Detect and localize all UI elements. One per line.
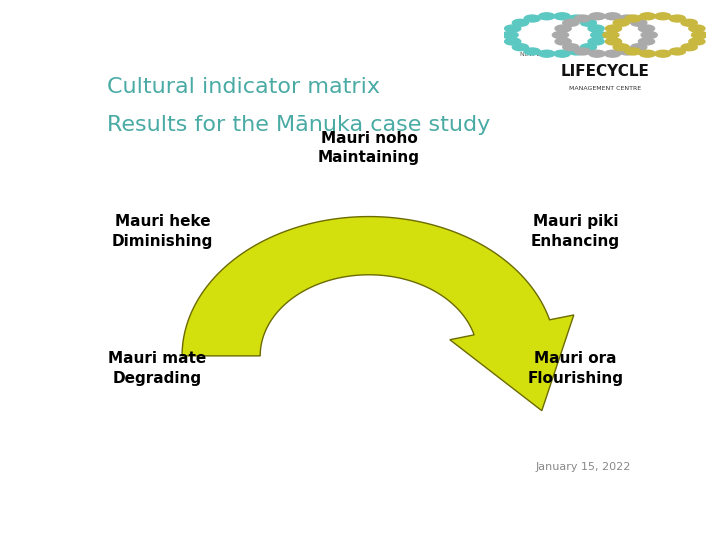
Circle shape xyxy=(606,38,621,45)
Text: January 15, 2022: January 15, 2022 xyxy=(536,462,631,472)
Circle shape xyxy=(569,48,585,55)
Circle shape xyxy=(681,44,697,51)
Circle shape xyxy=(625,48,641,55)
Text: Mauri ora
Flourishing: Mauri ora Flourishing xyxy=(528,351,624,386)
Circle shape xyxy=(654,13,671,20)
Circle shape xyxy=(619,48,635,55)
Circle shape xyxy=(555,38,571,45)
Circle shape xyxy=(681,19,697,26)
Text: MANAGEMENT CENTRE: MANAGEMENT CENTRE xyxy=(569,86,641,91)
Circle shape xyxy=(606,25,621,32)
Circle shape xyxy=(580,19,596,26)
Circle shape xyxy=(603,31,619,38)
Circle shape xyxy=(590,31,607,38)
Circle shape xyxy=(588,25,604,32)
Circle shape xyxy=(631,44,647,51)
Circle shape xyxy=(588,38,604,45)
Text: Mauri heke
Diminishing: Mauri heke Diminishing xyxy=(112,214,213,248)
Circle shape xyxy=(639,13,656,20)
Circle shape xyxy=(539,13,555,20)
Circle shape xyxy=(670,15,685,22)
Polygon shape xyxy=(182,217,574,411)
Text: LIFECYCLE: LIFECYCLE xyxy=(560,64,649,79)
Text: Results for the Mānuka case study: Results for the Mānuka case study xyxy=(107,114,490,134)
Circle shape xyxy=(554,50,570,57)
Circle shape xyxy=(513,44,528,51)
Circle shape xyxy=(689,25,705,32)
Text: Mauri piki
Enhancing: Mauri piki Enhancing xyxy=(531,214,620,248)
Circle shape xyxy=(625,15,641,22)
Circle shape xyxy=(613,44,629,51)
Circle shape xyxy=(563,19,579,26)
Circle shape xyxy=(569,15,585,22)
Circle shape xyxy=(689,38,705,45)
Circle shape xyxy=(631,19,647,26)
Circle shape xyxy=(691,31,708,38)
Text: Mauri mate
Degrading: Mauri mate Degrading xyxy=(108,351,206,386)
Circle shape xyxy=(539,50,555,57)
Circle shape xyxy=(619,15,635,22)
Circle shape xyxy=(613,19,629,26)
Circle shape xyxy=(589,13,606,20)
Circle shape xyxy=(639,25,654,32)
Circle shape xyxy=(513,19,528,26)
Circle shape xyxy=(575,48,590,55)
Text: Mauri noho
Maintaining: Mauri noho Maintaining xyxy=(318,131,420,165)
Circle shape xyxy=(554,13,570,20)
Circle shape xyxy=(524,48,540,55)
Circle shape xyxy=(641,31,657,38)
Circle shape xyxy=(670,48,685,55)
Text: Cultural indicator matrix: Cultural indicator matrix xyxy=(107,77,379,97)
Circle shape xyxy=(580,44,596,51)
Circle shape xyxy=(505,25,521,32)
Circle shape xyxy=(654,50,671,57)
Circle shape xyxy=(604,13,621,20)
Circle shape xyxy=(575,15,590,22)
Circle shape xyxy=(524,15,540,22)
Circle shape xyxy=(552,31,569,38)
Circle shape xyxy=(604,50,621,57)
Circle shape xyxy=(639,38,654,45)
Text: NEW ZEALAND: NEW ZEALAND xyxy=(520,51,567,57)
Circle shape xyxy=(639,50,656,57)
Circle shape xyxy=(505,38,521,45)
Circle shape xyxy=(563,44,579,51)
Circle shape xyxy=(502,31,518,38)
Circle shape xyxy=(589,50,606,57)
Circle shape xyxy=(555,25,571,32)
